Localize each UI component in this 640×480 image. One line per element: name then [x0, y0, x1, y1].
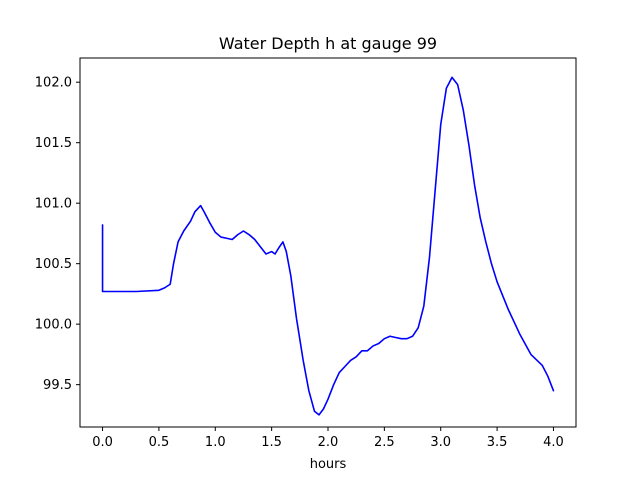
x-tick-label: 4.0 — [543, 435, 564, 450]
x-tick-label: 1.0 — [205, 435, 226, 450]
y-tick-label: 99.5 — [43, 378, 72, 393]
series-line-0 — [101, 76, 555, 416]
x-axis-label: hours — [310, 457, 347, 472]
y-tick-label: 102.0 — [35, 76, 72, 91]
x-tick-label: 0.5 — [149, 435, 170, 450]
chart-title: Water Depth h at gauge 99 — [219, 34, 437, 53]
x-tick-label: 0.0 — [92, 435, 113, 450]
y-tick-label: 101.0 — [35, 197, 72, 212]
x-tick-label: 3.0 — [430, 435, 451, 450]
x-tick-label: 1.5 — [261, 435, 282, 450]
y-tick-label: 101.5 — [35, 136, 72, 151]
x-tick-label: 3.5 — [487, 435, 508, 450]
x-tick-label: 2.5 — [374, 435, 395, 450]
y-tick-label: 100.0 — [35, 318, 72, 333]
y-axis-ticks: 99.5 100.0 100.5 101.0 101.5 102.0 — [35, 76, 80, 393]
x-axis-ticks: 0.0 0.5 1.0 1.5 2.0 2.5 3.0 3.5 4.0 — [92, 427, 564, 450]
y-tick-label: 100.5 — [35, 257, 72, 272]
x-tick-label: 2.0 — [318, 435, 339, 450]
